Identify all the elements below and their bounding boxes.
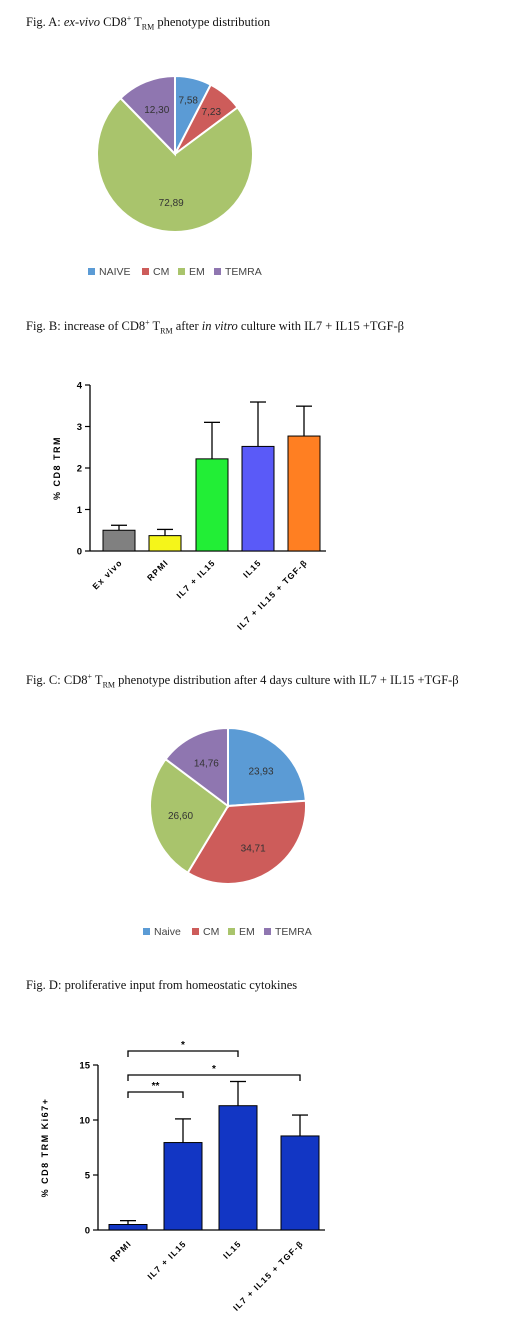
bar-il7-il15-tgf	[287, 435, 321, 552]
data-label-cm: 34,71	[241, 843, 266, 854]
bar-il7-il15-tgf	[280, 1135, 320, 1231]
fig-c-pre: CD8	[63, 673, 88, 687]
pie-slice-temra	[164, 726, 229, 808]
fig-a-italic: ex-vivo	[63, 15, 100, 29]
significance-label: *	[212, 1064, 216, 1075]
significance-bracket	[127, 1074, 301, 1081]
fig-a-sub: RM	[141, 22, 155, 32]
fig-c-sub: RM	[102, 680, 116, 690]
legend-label-cm: CM	[153, 266, 169, 278]
y-tick-label: 3	[77, 422, 82, 433]
legend-label-temra: TEMRA	[225, 266, 262, 278]
data-label-em: 26,60	[168, 811, 193, 822]
fig-c-sup: +	[87, 672, 93, 681]
fig-a-label: Fig. A:	[26, 15, 61, 29]
fig-d-caption: Fig. D: proliferative input from homeost…	[26, 978, 297, 993]
x-tick-label-il7-il15-tgf: IL7 + IL15 + TGF-β	[231, 1238, 305, 1312]
fig-b-sub: RM	[160, 326, 173, 336]
legend-swatch-em	[228, 928, 235, 935]
data-label-temra: 14,76	[194, 759, 219, 770]
fig-d-rest: proliferative input from homeostatic cyt…	[64, 978, 298, 992]
y-axis-label: % CD8 TRM Ki67+	[40, 1098, 50, 1198]
legend-swatch-temra	[214, 268, 221, 275]
fig-a-caption: Fig. A: ex-vivo CD8+ TRM phenotype distr…	[26, 14, 270, 32]
legend-swatch-em	[178, 268, 185, 275]
y-tick-label: 15	[79, 1061, 90, 1072]
significance-bracket	[127, 1050, 239, 1057]
legend-label-cm: CM	[203, 926, 219, 938]
y-tick-label: 0	[77, 547, 82, 558]
bar-il15	[241, 445, 275, 552]
fig-a-sup: +	[126, 14, 132, 23]
legend-label-em: EM	[189, 266, 205, 278]
legend-swatch-temra	[264, 928, 271, 935]
fig-b-sup: +	[145, 318, 150, 327]
fig-b-caption: Fig. B: increase of CD8+ TRM after in vi…	[26, 318, 404, 336]
bar-il15	[218, 1105, 258, 1231]
bar-il7-il15	[195, 458, 229, 552]
data-label-temra: 12,30	[144, 105, 169, 116]
bar-rpmi	[108, 1224, 148, 1231]
data-label-cm: 7,23	[202, 107, 222, 118]
fig-c-label: Fig. C:	[26, 673, 61, 687]
legend-label-naive: NAIVE	[99, 266, 131, 278]
data-label-em: 72,89	[159, 198, 184, 209]
x-tick-label-ex-vivo: Ex vivo	[90, 557, 124, 591]
bar-il7-il15	[163, 1142, 203, 1231]
legend-swatch-naive	[88, 268, 95, 275]
fig-a-t: T	[134, 15, 142, 29]
fig-d-label: Fig. D:	[26, 978, 62, 992]
pie-slice-temra	[119, 74, 176, 157]
y-tick-label: 10	[79, 1116, 90, 1127]
pie-slice-cm	[186, 799, 307, 885]
fig-b-italic: in vitro	[201, 319, 238, 333]
bar-ex-vivo	[102, 529, 136, 552]
significance-label: **	[152, 1081, 160, 1092]
fig-c-t: T	[94, 673, 103, 687]
fig-b-pre: increase of CD8	[63, 319, 146, 333]
y-tick-label: 1	[77, 505, 83, 516]
data-label-naive: 23,93	[249, 767, 274, 778]
pie-slice-em	[96, 96, 254, 233]
y-axis-label: % CD8 TRM	[52, 436, 62, 500]
fig-b-t: T	[152, 319, 161, 333]
legend-label-em: EM	[239, 926, 255, 938]
fig-c-rest: phenotype distribution after 4 days cult…	[118, 673, 459, 687]
fig-c-caption: Fig. C: CD8+ TRM phenotype distribution …	[26, 672, 459, 690]
fig-b-rest: culture with IL7 + IL15 +TGF-β	[240, 319, 405, 333]
legend-swatch-cm	[192, 928, 199, 935]
legend-swatch-naive	[143, 928, 150, 935]
y-tick-label: 0	[85, 1226, 90, 1237]
fig-b-label: Fig. B:	[26, 319, 61, 333]
bar-rpmi	[148, 535, 182, 552]
significance-bracket	[127, 1091, 184, 1098]
legend-swatch-cm	[142, 268, 149, 275]
y-tick-label: 2	[77, 464, 82, 475]
fig-a-cd8: CD8	[103, 15, 127, 29]
x-tick-label-rpmi: RPMI	[108, 1238, 134, 1264]
legend-label-naive: Naive	[154, 926, 181, 938]
y-tick-label: 4	[77, 381, 83, 392]
fig-d-bar-chart: 0 5 10 15 % CD8 TRM Ki67+ RPMI IL7 + IL15 IL15I…	[40, 1040, 325, 1313]
fig-a-rest: phenotype distribution	[157, 15, 271, 29]
legend-label-temra: TEMRA	[275, 926, 312, 938]
x-tick-label-il15: IL15	[221, 1238, 243, 1260]
fig-b-after: after	[175, 319, 199, 333]
pie-slice-naive	[227, 726, 307, 808]
fig-c-pie-chart: 23,93 34,71 26,60 14,76 Naive CM EM TEMRA	[143, 726, 312, 938]
fig-a-pie-chart: 7,587,23 72,89 12,30 NAIVE CM EM TEMRA	[88, 74, 262, 278]
x-tick-label-il7-il15: IL7 + IL15	[145, 1238, 188, 1281]
x-tick-label-il15: IL15	[241, 557, 263, 579]
data-label-naive: 7,58	[179, 95, 199, 106]
pie-slice-em	[149, 757, 230, 875]
x-tick-label-rpmi: RPMI	[145, 557, 171, 583]
y-tick-label: 5	[85, 1171, 91, 1182]
significance-label: *	[181, 1040, 185, 1051]
x-tick-label-il7-il15: IL7 + IL15	[174, 557, 217, 600]
